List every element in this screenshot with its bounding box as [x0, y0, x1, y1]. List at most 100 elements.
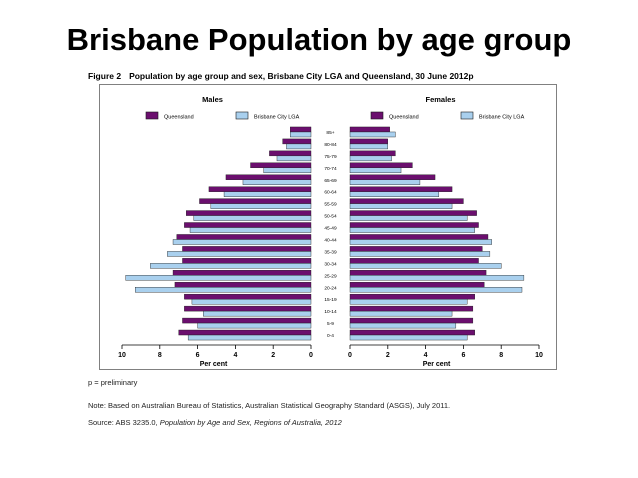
males-legend-swatch-queensland [145, 111, 159, 120]
bar-female-queensland [349, 186, 453, 192]
bar-male-brisbane [263, 167, 312, 174]
bar-male-brisbane [189, 227, 312, 233]
males-x-tick-label: 8 [158, 352, 162, 359]
bar-male-brisbane [172, 239, 312, 245]
bar-female-brisbane [349, 131, 396, 138]
bar-male-queensland [225, 174, 312, 180]
bar-male-queensland [282, 138, 312, 145]
bar-male-queensland [290, 126, 312, 133]
males-x-tick-label: 2 [271, 352, 275, 359]
age-group-label: 15-19 [324, 297, 337, 303]
bar-female-queensland [349, 126, 390, 133]
bar-male-queensland [199, 198, 312, 204]
bar-male-brisbane [135, 287, 312, 293]
males-x-tick-label: 6 [196, 352, 200, 359]
age-group-label: 60-64 [324, 190, 337, 196]
bar-male-queensland [208, 186, 312, 192]
bar-female-brisbane [349, 191, 440, 197]
bar-female-queensland [349, 305, 474, 312]
population-pyramid-chart: Males Females Queensland Brisbane City LGA Q… [118, 95, 543, 368]
females-x-tick-label: 10 [535, 352, 543, 359]
age-group-label: 5-9 [327, 321, 334, 327]
bar-female-brisbane [349, 310, 453, 317]
males-x-tick-label: 10 [118, 352, 126, 359]
age-group-label: 75-79 [324, 154, 337, 160]
age-group-label: 40-44 [324, 237, 337, 243]
note-basis: Note: Based on Australian Bureau of Stat… [88, 401, 451, 410]
bar-female-queensland [349, 246, 483, 252]
source-prefix: Source: ABS 3235.0, [88, 418, 160, 427]
females-x-tick-label: 4 [424, 352, 428, 359]
panel-title-females: Females [425, 95, 455, 104]
bar-female-queensland [349, 293, 475, 300]
bar-male-brisbane [187, 334, 312, 341]
bar-female-queensland [349, 210, 477, 216]
bar-male-brisbane [276, 155, 312, 162]
bar-female-queensland [349, 270, 487, 276]
age-group-label: 20-24 [324, 285, 337, 291]
bar-female-queensland [349, 282, 485, 288]
males-x-tick-label: 4 [233, 352, 237, 359]
age-group-label: 55-59 [324, 202, 337, 208]
bar-male-brisbane [191, 298, 312, 305]
bar-male-queensland [182, 246, 312, 252]
bar-male-queensland [184, 293, 312, 300]
bar-female-brisbane [349, 334, 468, 341]
age-group-label: 0-4 [327, 333, 334, 339]
bar-male-brisbane [286, 143, 312, 150]
bar-female-queensland [349, 198, 464, 204]
age-group-label: 85+ [326, 130, 334, 136]
bar-male-brisbane [150, 263, 312, 269]
bar-female-brisbane [349, 143, 388, 150]
females-x-tick-label: 0 [348, 352, 352, 359]
bar-male-brisbane [197, 322, 312, 329]
bar-female-queensland [349, 234, 489, 240]
bar-female-queensland [349, 162, 413, 169]
bar-female-brisbane [349, 287, 523, 293]
bar-male-queensland [174, 282, 312, 288]
bar-male-brisbane [242, 179, 312, 185]
bar-female-queensland [349, 329, 475, 336]
bar-male-brisbane [167, 251, 312, 257]
bar-male-brisbane [290, 131, 312, 138]
age-group-label: 50-54 [324, 214, 337, 220]
bar-male-queensland [182, 258, 312, 264]
bar-female-brisbane [349, 155, 392, 162]
females-legend-swatch-queensland [370, 111, 384, 120]
males-x-tick-label: 0 [309, 352, 313, 359]
bar-male-brisbane [125, 275, 312, 281]
age-group-label: 45-49 [324, 226, 337, 232]
bar-male-brisbane [203, 310, 312, 317]
age-group-label: 10-14 [324, 309, 337, 315]
females-legend-swatch-brisbane [460, 111, 474, 120]
age-group-label: 80-84 [324, 142, 337, 148]
figure-label: Figure 2 [88, 71, 122, 81]
bar-female-brisbane [349, 263, 502, 269]
bar-female-brisbane [349, 298, 468, 305]
bar-female-brisbane [349, 203, 453, 209]
bar-female-brisbane [349, 251, 491, 257]
bar-female-queensland [349, 258, 479, 264]
age-group-label: 25-29 [324, 273, 337, 279]
bar-female-queensland [349, 174, 436, 180]
note-preliminary: p = preliminary [88, 378, 138, 387]
bar-female-queensland [349, 150, 396, 157]
bar-male-queensland [186, 210, 312, 216]
bar-male-queensland [184, 222, 312, 228]
bar-female-queensland [349, 138, 388, 145]
bar-female-queensland [349, 222, 479, 228]
bar-male-queensland [178, 329, 312, 336]
bar-male-queensland [172, 270, 312, 276]
bar-female-brisbane [349, 179, 421, 185]
age-group-label: 35-39 [324, 249, 337, 255]
bar-female-brisbane [349, 215, 468, 221]
bar-female-brisbane [349, 167, 402, 174]
females-x-axis-label: Per cent [423, 361, 451, 368]
slide-title: Brisbane Population by age group [66, 22, 572, 57]
note-source: Source: ABS 3235.0, Population by Age an… [88, 418, 342, 427]
age-group-label: 30-34 [324, 261, 337, 267]
males-x-axis-label: Per cent [200, 361, 228, 368]
females-legend-label-brisbane: Brisbane City LGA [479, 115, 525, 121]
bar-male-queensland [176, 234, 312, 240]
figure-caption-text: Population by age group and sex, Brisban… [129, 71, 474, 81]
